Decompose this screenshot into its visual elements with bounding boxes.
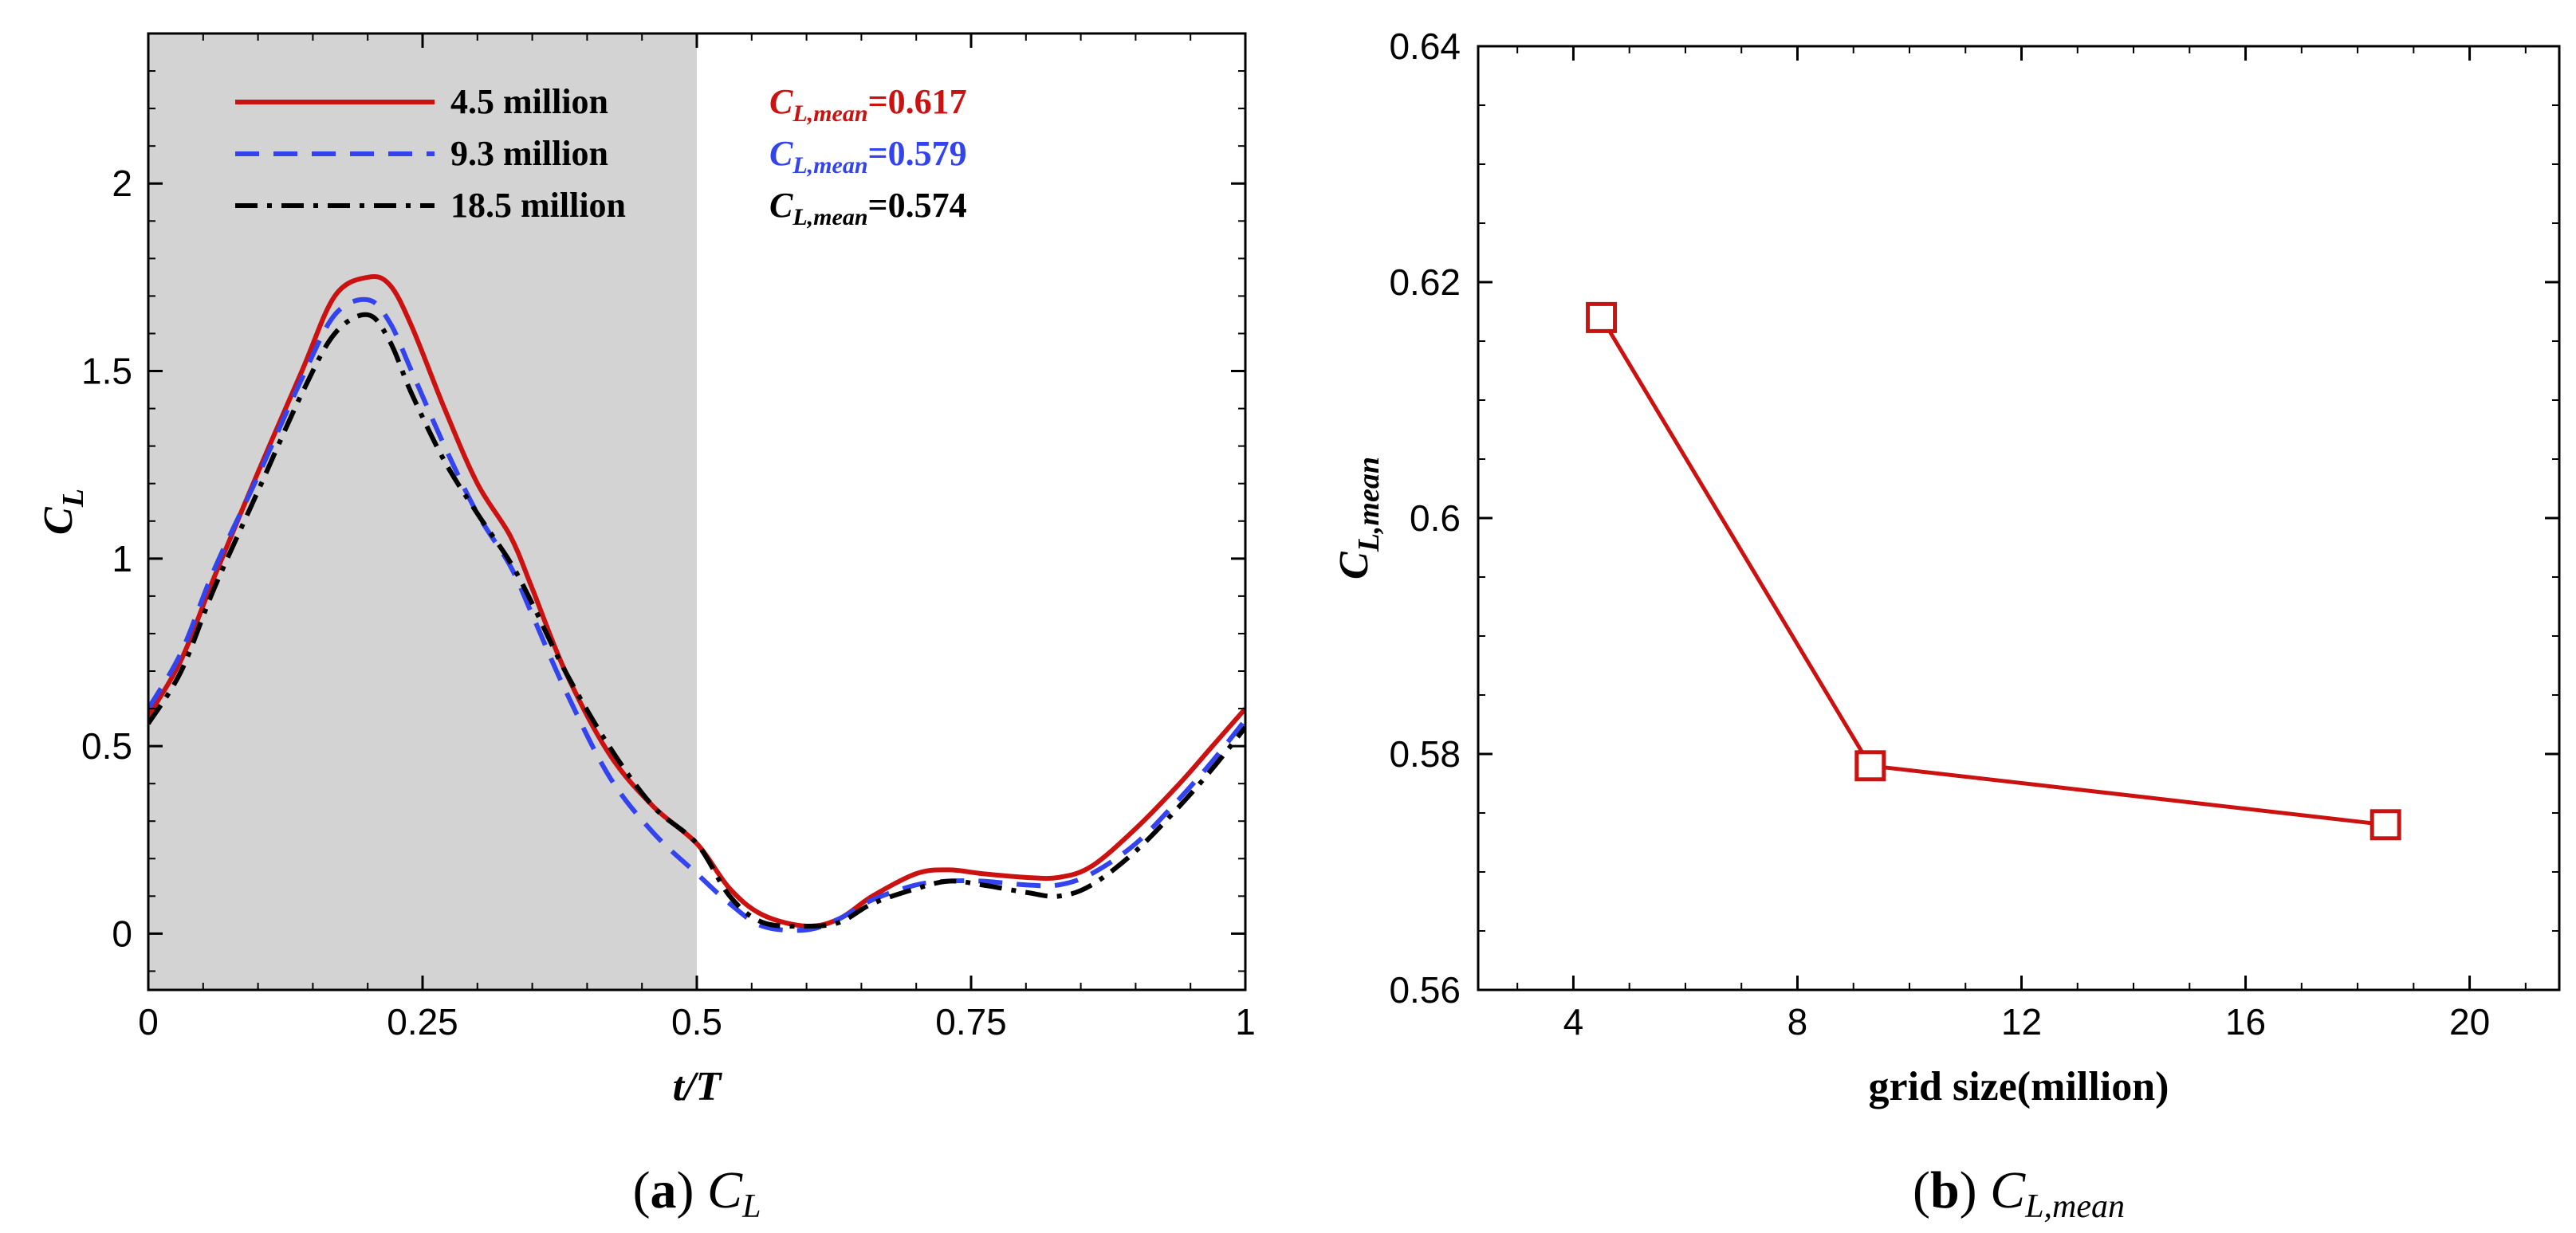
legend-label-series-2: 9.3 million — [450, 134, 608, 173]
y-tick-label: 1 — [112, 538, 132, 579]
y-tick-label: 0.64 — [1389, 26, 1461, 67]
x-axis-label-a: t/T — [673, 1064, 723, 1109]
y-axis-label-b: CL,mean — [1331, 457, 1386, 579]
svg-text:CL,mean: CL,mean — [1331, 457, 1386, 579]
legend-label-series-3: 18.5 million — [450, 186, 626, 225]
chart-a: 0 0.25 0.5 0.75 1 0 0.5 1 1.5 2 4.5 million 9.3 m… — [36, 32, 1256, 1225]
annotation-mean-2: CL,mean=0.579 — [769, 134, 967, 179]
y-tick-label: 2 — [112, 163, 132, 204]
y-axis-label-a: CL — [36, 489, 90, 535]
data-point-marker — [2370, 809, 2401, 841]
x-axis-label-b: grid size(million) — [1869, 1064, 2169, 1109]
y-tick-label: 0.56 — [1389, 969, 1461, 1011]
series-line-b-1 — [1599, 316, 2386, 827]
shaded-region — [148, 33, 697, 990]
plot-frame-b — [1477, 45, 2561, 992]
x-tick-label: 16 — [2225, 1001, 2266, 1043]
y-tick-label: 0.62 — [1389, 261, 1461, 303]
data-point-marker — [1854, 750, 1886, 782]
x-tick-label: 12 — [2001, 1001, 2042, 1043]
x-tick-label: 0.75 — [935, 1001, 1007, 1043]
chart-b: 4 8 12 16 20 0.56 0.58 0.6 0.62 0.64 grid size(mi… — [1331, 26, 2561, 1225]
x-tick-label: 4 — [1563, 1001, 1584, 1043]
x-tick-label: 0 — [138, 1001, 159, 1043]
y-tick-label: 0.58 — [1389, 733, 1461, 775]
legend-a: 4.5 million 9.3 million 18.5 million — [235, 82, 626, 225]
caption-a: (a) CL — [633, 1161, 761, 1225]
series-line-2 — [148, 296, 1245, 933]
annotation-mean-1: CL,mean=0.617 — [769, 82, 967, 127]
series-line-1 — [148, 273, 1245, 929]
x-tick-label: 1 — [1235, 1001, 1256, 1043]
x-tick-label: 0.25 — [387, 1001, 458, 1043]
x-tick-label: 8 — [1787, 1001, 1808, 1043]
legend-label-series-1: 4.5 million — [450, 82, 608, 121]
x-tick-label: 20 — [2449, 1001, 2490, 1043]
y-tick-label: 1.5 — [81, 351, 132, 392]
svg-text:CL: CL — [36, 489, 90, 535]
y-tick-label: 0.6 — [1410, 497, 1461, 539]
annotation-mean-3: CL,mean=0.574 — [769, 186, 967, 230]
x-tick-label: 0.5 — [671, 1001, 722, 1043]
y-tick-label: 0.5 — [81, 725, 132, 767]
y-tick-label: 0 — [112, 913, 132, 954]
caption-b: (b) CL,mean — [1913, 1161, 2125, 1225]
data-point-marker — [1586, 301, 1618, 333]
